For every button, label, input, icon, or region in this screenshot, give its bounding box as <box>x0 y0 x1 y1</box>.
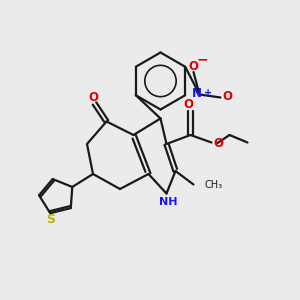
Text: S: S <box>46 213 55 226</box>
Text: N: N <box>192 87 202 101</box>
Text: CH₃: CH₃ <box>205 179 223 190</box>
Text: O: O <box>213 136 223 150</box>
Text: +: + <box>204 88 212 98</box>
Text: −: − <box>197 52 208 66</box>
Text: O: O <box>183 98 194 112</box>
Text: O: O <box>188 59 199 73</box>
Text: NH: NH <box>159 197 177 207</box>
Text: O: O <box>88 91 98 104</box>
Text: O: O <box>222 89 232 103</box>
